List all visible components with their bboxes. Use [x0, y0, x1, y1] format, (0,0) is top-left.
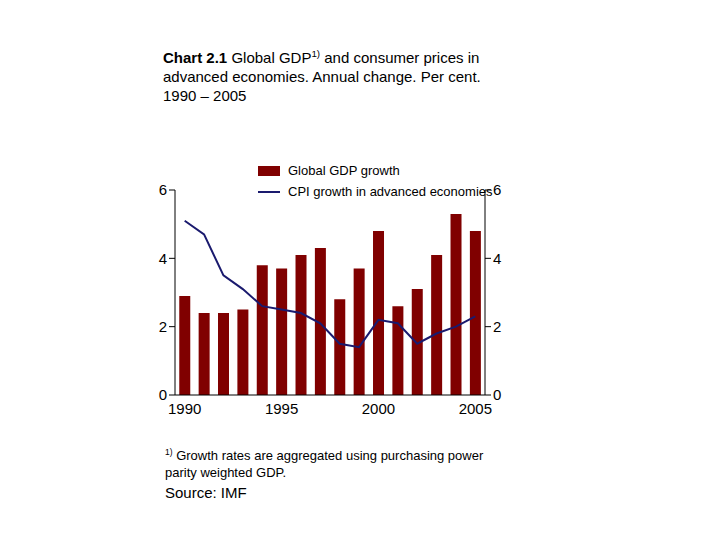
svg-text:4: 4	[159, 250, 167, 267]
svg-text:0: 0	[493, 386, 501, 403]
svg-text:2: 2	[159, 318, 167, 335]
svg-text:2005: 2005	[459, 400, 492, 417]
svg-text:6: 6	[493, 181, 501, 198]
svg-text:2: 2	[493, 318, 501, 335]
svg-text:4: 4	[493, 250, 501, 267]
html-text:Global GDP growth: Global GDP growth	[288, 163, 400, 178]
svg-text:6: 6	[159, 181, 167, 198]
html-text:1990 – 2005: 1990 – 2005	[163, 87, 247, 104]
html-text:1)Growth rates are aggregated: 1)Growth rates are aggregated using purc…	[165, 447, 484, 481]
svg-text:2000: 2000	[362, 400, 395, 417]
svg-text:1995: 1995	[265, 400, 298, 417]
html-text:Chart 2.1 Global GDP1)and cons: Chart 2.1 Global GDP1)and consumer price…	[163, 48, 481, 85]
html-text:CPI growth in advanced economi: CPI growth in advanced economies	[288, 184, 493, 199]
svg-text:0: 0	[159, 386, 167, 403]
svg-text:1990: 1990	[168, 400, 201, 417]
html-text:Source: IMF: Source: IMF	[165, 484, 247, 501]
